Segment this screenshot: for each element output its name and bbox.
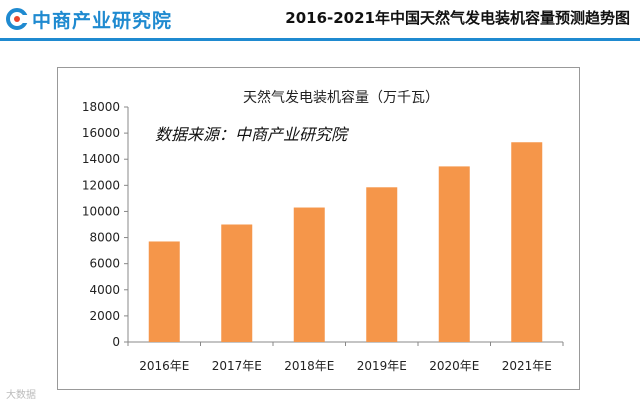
- bar: [438, 166, 470, 342]
- x-tick-label: 2021年E: [502, 359, 552, 373]
- bar: [148, 241, 180, 342]
- x-tick-label: 2019年E: [357, 359, 407, 373]
- bar: [293, 207, 325, 342]
- y-tick-label: 2000: [89, 309, 120, 323]
- y-tick-label: 0: [112, 335, 120, 349]
- page-title: 2016-2021年中国天然气发电装机容量预测趋势图: [285, 9, 630, 27]
- header-divider: [0, 38, 640, 41]
- bar-series: [148, 142, 543, 342]
- y-tick-label: 8000: [89, 231, 120, 245]
- watermark-text: 大数据: [6, 390, 36, 401]
- brand-logo: 中商产业研究院: [6, 6, 172, 32]
- page-header: 中商产业研究院 2016-2021年中国天然气发电装机容量预测趋势图: [0, 0, 640, 38]
- y-axis: 0 2000 4000 6000 8000 10000 12000 14000 16000 180…: [82, 100, 129, 349]
- y-tick-label: 6000: [89, 257, 120, 271]
- y-tick-label: 16000: [82, 126, 120, 140]
- y-tick-label: 12000: [82, 178, 120, 192]
- brand-logo-text: 中商产业研究院: [32, 9, 173, 32]
- bar-chart: 天然气发电装机容量（万千瓦） 数据来源：中商产业研究院 0 2000 4000 600…: [82, 89, 564, 373]
- chart-title: 天然气发电装机容量（万千瓦）: [243, 89, 439, 106]
- x-axis: 2016年E 2017年E 2018年E 2019年E 2020年E 2021年E: [127, 341, 564, 373]
- brand-logo-icon: [6, 8, 28, 30]
- y-tick-label: 4000: [89, 283, 120, 297]
- x-tick-label: 2016年E: [139, 359, 189, 373]
- y-tick-label: 14000: [82, 152, 120, 166]
- bar: [366, 187, 398, 342]
- x-tick-label: 2017年E: [212, 359, 262, 373]
- y-tick-label: 18000: [82, 100, 120, 114]
- chart-source-annotation: 数据来源：中商产业研究院: [155, 125, 350, 144]
- bar: [511, 142, 543, 342]
- bar: [221, 224, 253, 342]
- chart-frame: 天然气发电装机容量（万千瓦） 数据来源：中商产业研究院 0 2000 4000 600…: [57, 67, 580, 390]
- y-tick-label: 10000: [82, 204, 120, 218]
- x-tick-label: 2018年E: [284, 359, 334, 373]
- x-tick-label: 2020年E: [429, 359, 479, 373]
